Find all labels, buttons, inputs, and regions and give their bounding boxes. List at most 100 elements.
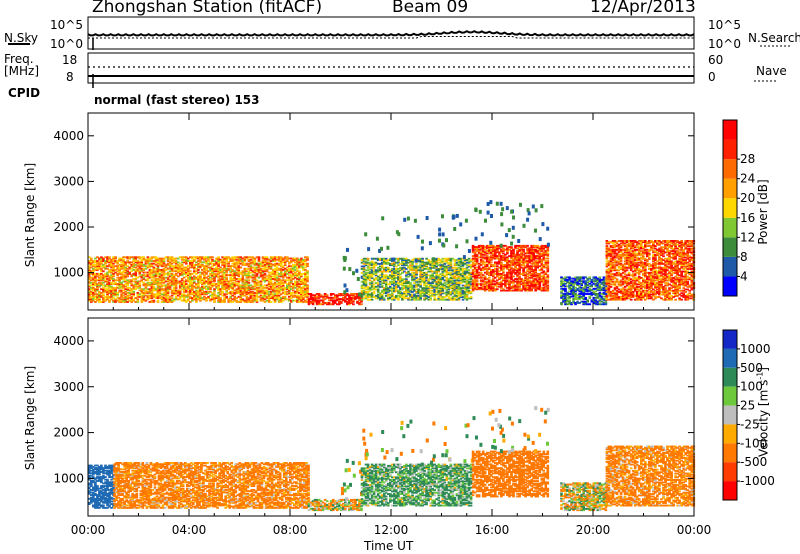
scatter-cell-0: [122, 262, 125, 265]
scatter-cell-0: [259, 284, 263, 287]
scatter-cell-0: [223, 281, 226, 284]
scatter-cell-2: [401, 264, 404, 267]
scatter-cell-0: [273, 271, 277, 274]
scatter-cell-2: [407, 291, 410, 293]
scatter-cell-3: [538, 250, 542, 252]
scatter-cell-3: [536, 265, 539, 268]
scatter-cell-2: [447, 284, 451, 287]
scatter-cell-0: [235, 266, 239, 269]
scatter-cell-3: [479, 248, 483, 251]
scatter-cell-0: [98, 261, 101, 264]
scatter-cell-3: [516, 250, 519, 252]
scatter-cell-2: [431, 274, 434, 277]
scatter-cell-3: [530, 262, 533, 265]
scatter-cell-2: [387, 298, 390, 301]
scatter-cell-0: [219, 275, 222, 278]
scatter-cell-0: [130, 279, 133, 282]
scatter-cell-2: [463, 260, 467, 263]
scatter-cell-0: [271, 294, 275, 297]
scatter-cell-2: [469, 291, 473, 293]
scatter-cell-2: [366, 292, 370, 295]
scatter-cell-0: [90, 266, 93, 269]
scatter-cell-0: [168, 295, 172, 298]
scatter-cell-0: [106, 280, 109, 283]
scatter-cell-3: [522, 271, 525, 274]
scatter-cell-2: [366, 257, 370, 260]
scatter-cell-2: [449, 259, 453, 261]
scatter-cell-2: [465, 285, 469, 288]
scatter-cell-0: [215, 270, 218, 273]
scatter-cell-0: [304, 283, 307, 285]
scatter-cell-0: [187, 257, 190, 260]
scatter-cell-0: [245, 280, 249, 283]
scatter-cell-3: [532, 251, 535, 254]
scatter-cell-0: [148, 295, 152, 298]
scatter-cell-0: [273, 275, 277, 278]
scatter-cell-0: [203, 279, 206, 282]
scatter-cell-0: [203, 261, 206, 264]
scatter-speck-1: [355, 268, 359, 273]
scatter-cell-2: [409, 268, 412, 270]
scatter-cell-0: [296, 257, 299, 260]
scatter-cell-3: [524, 281, 527, 284]
scatter-cell-3: [483, 275, 487, 278]
scatter-cell-3: [542, 256, 546, 259]
scatter-cell-0: [189, 261, 192, 264]
scatter-cell-0: [102, 288, 105, 291]
scatter-cell-3: [500, 287, 503, 289]
scatter-cell-3: [510, 267, 513, 270]
scatter-cell-0: [152, 295, 156, 298]
scatter-cell-2: [411, 296, 414, 298]
scatter-cell-2: [437, 284, 441, 287]
scatter-cell-0: [187, 260, 190, 262]
scatter-cell-3: [522, 253, 525, 256]
scatter-cell-3: [504, 256, 507, 259]
scatter-cell-1: [329, 296, 333, 299]
scatter-cell-0: [298, 295, 301, 298]
scatter-cell-0: [189, 290, 192, 293]
scatter-cell-0: [275, 297, 279, 299]
scatter-cell-2: [391, 294, 394, 297]
scatter-cell-0: [130, 280, 133, 283]
scatter-cell-0: [281, 266, 285, 269]
scatter-cell-0: [176, 270, 180, 273]
scatter-cell-2: [382, 266, 386, 269]
scatter-cell-3: [534, 255, 537, 257]
scatter-cell-3: [481, 283, 485, 286]
scatter-cell-0: [148, 290, 152, 293]
scatter-cell-3: [536, 260, 539, 263]
scatter-cell-3: [479, 283, 483, 286]
scatter-cell-2: [457, 270, 461, 273]
scatter-cell-3: [510, 287, 513, 289]
scatter-speck-2: [375, 236, 379, 241]
scatter-cell-0: [164, 298, 168, 301]
scatter-cell-0: [92, 276, 95, 279]
scatter-cell-0: [277, 290, 281, 293]
scatter-cell-0: [245, 263, 249, 266]
scatter-cell-3: [502, 278, 505, 280]
scatter-cell-0: [106, 298, 109, 301]
scatter-cell-0: [283, 263, 287, 266]
scatter-cell-0: [144, 274, 148, 277]
scatter-cell-0: [187, 288, 190, 291]
scatter-cell-3: [534, 271, 537, 274]
scatter-cell-0: [233, 292, 236, 294]
scatter-cell-2: [445, 293, 449, 296]
scatter-cell-0: [283, 262, 287, 265]
scatter-cell-0: [247, 301, 251, 303]
scatter-cell-0: [178, 266, 182, 269]
scatter-cell-2: [364, 279, 368, 282]
scatter-cell-0: [156, 262, 160, 265]
scatter-cell-0: [283, 292, 287, 294]
scatter-cell-2: [429, 297, 432, 300]
scatter-cell-0: [207, 257, 210, 260]
scatter-cell-0: [197, 263, 200, 266]
scatter-cell-3: [483, 253, 487, 256]
scatter-cell-0: [98, 266, 101, 269]
scatter-cell-3: [534, 269, 537, 271]
scatter-cell-2: [407, 293, 410, 296]
scatter-cell-0: [130, 293, 133, 296]
scatter-cell-0: [132, 274, 135, 277]
scatter-cell-0: [90, 262, 93, 265]
scatter-cell-0: [108, 295, 111, 298]
